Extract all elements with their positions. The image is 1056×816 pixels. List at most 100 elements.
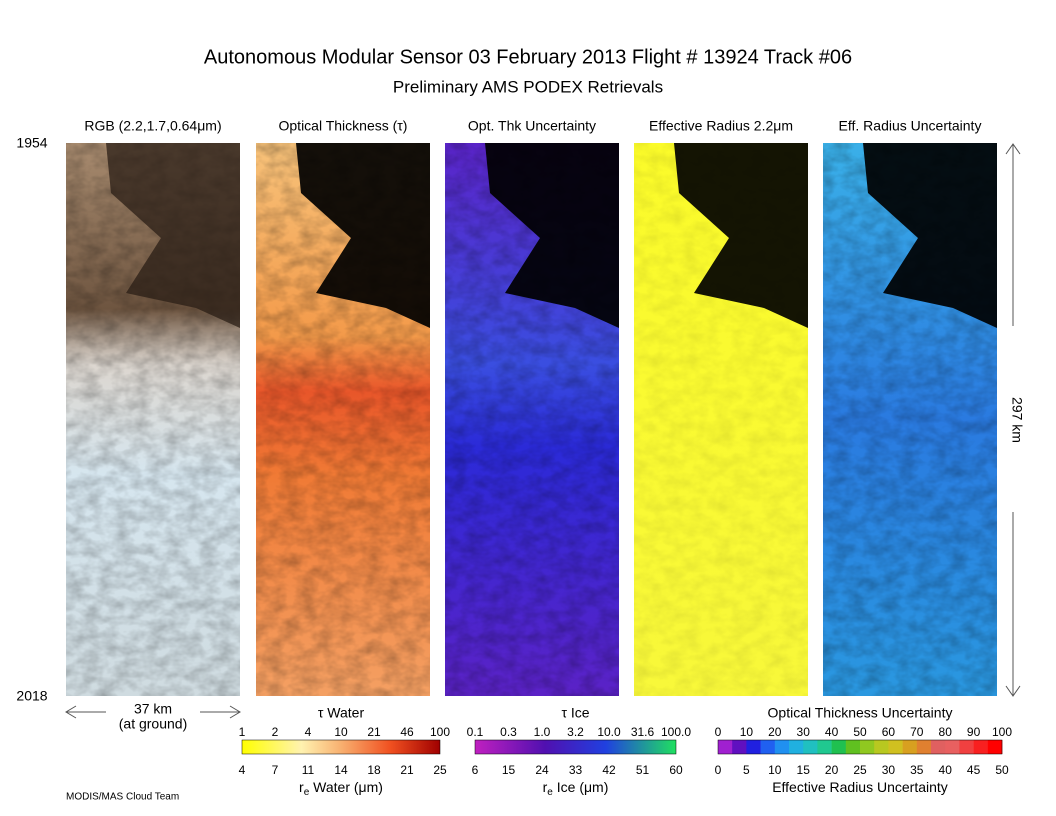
subtitle: Preliminary AMS PODEX Retrievals [393, 77, 663, 96]
colorbar-tick-label: 15 [797, 763, 811, 777]
colorbar-tick-label: 24 [535, 763, 549, 777]
colorbar-tick-label: 31.6 [631, 725, 655, 739]
time-end: 2018 [16, 688, 47, 704]
colorbar-segment [774, 740, 790, 754]
colorbar-tick-label: 51 [636, 763, 650, 777]
clear-region [296, 143, 430, 328]
text: Water (μm) [309, 779, 383, 795]
colorbar-bottom-title: re Ice (μm) [543, 779, 609, 798]
colorbar-tick-label: 25 [433, 763, 447, 777]
swath-arrow [65, 705, 241, 719]
colorbar-tick-label: 21 [367, 725, 381, 739]
colorbar-tick-label: 40 [825, 725, 839, 739]
colorbar-tick-label: 21 [400, 763, 414, 777]
colorbar-tick-label: 10 [740, 725, 754, 739]
colorbar-tick-label: 70 [910, 725, 924, 739]
colorbar-segment [902, 740, 918, 754]
colorbar-tick-label: 4 [305, 725, 312, 739]
colorbar-tick-label: 60 [882, 725, 896, 739]
colorbar-tick-label: 20 [768, 725, 782, 739]
colorbar-segment [746, 740, 761, 754]
credit: MODIS/MAS Cloud Team [66, 792, 179, 803]
colorbar-segment [845, 740, 861, 754]
colorbar-tick-label: 60 [669, 763, 683, 777]
symbol: r [299, 779, 304, 795]
colorbar-tick-label: 90 [967, 725, 981, 739]
colorbar-segment [803, 740, 818, 754]
colorbar-tick-label: 0.3 [500, 725, 517, 739]
colorbar-segment [916, 740, 932, 754]
panel-label: Eff. Radius Uncertainty [839, 118, 982, 134]
colorbar-tick-label: 18 [367, 763, 381, 777]
colorbar-tick-label: 0 [715, 763, 722, 777]
colorbar-segment [789, 740, 804, 754]
colorbar-tick-label: 100 [992, 725, 1012, 739]
colorbar-segment [817, 740, 832, 754]
colorbar-segment [831, 740, 847, 754]
track-arrow [1005, 143, 1021, 697]
colorbar-tick-label: 100.0 [661, 725, 691, 739]
colorbar-tick-label: 7 [272, 763, 279, 777]
colorbar-tick-label: 1.0 [534, 725, 551, 739]
colorbar-tick-label: 30 [797, 725, 811, 739]
colorbar-frame [717, 739, 1003, 755]
colorbar-tick-label: 50 [995, 763, 1009, 777]
colorbar-bottom-title: re Water (μm) [299, 779, 383, 798]
colorbar-segment [959, 740, 974, 754]
colorbar-tick-label: 4 [239, 763, 246, 777]
colorbar-tick-label: 40 [939, 763, 953, 777]
colorbar-top-title: Optical Thickness Uncertainty [768, 705, 953, 721]
colorbar-top-title: τ Ice [561, 705, 589, 721]
colorbar-tick-label: 0.1 [467, 725, 484, 739]
symbol: r [543, 779, 548, 795]
colorbar-tick-label: 35 [910, 763, 924, 777]
clear-region [485, 143, 619, 328]
colorbar-tick-label: 100 [430, 725, 450, 739]
colorbar-tick-label: 30 [882, 763, 896, 777]
panel-label: Optical Thickness (τ) [279, 118, 408, 134]
colorbar-tick-label: 10.0 [597, 725, 621, 739]
colorbar-bottom-title: Effective Radius Uncertainty [772, 779, 948, 795]
colorbar-segment [987, 740, 1003, 754]
panel-label: Opt. Thk Uncertainty [468, 118, 596, 134]
colorbar-tick-label: 5 [743, 763, 750, 777]
time-start: 1954 [16, 135, 47, 151]
colorbar-tick-label: 2 [272, 725, 279, 739]
colorbar-tick-label: 42 [602, 763, 616, 777]
colorbar-tick-label: 80 [939, 725, 953, 739]
colorbar-tick-label: 1 [239, 725, 246, 739]
colorbar-segment [888, 740, 903, 754]
subscript: e [304, 787, 310, 798]
colorbar-tick-label: 14 [334, 763, 348, 777]
swath-note: (at ground) [119, 716, 187, 732]
colorbar-tick-label: 10 [768, 763, 782, 777]
colorbar-segment [973, 740, 989, 754]
panel-label: Effective Radius 2.2μm [649, 118, 793, 134]
colorbar-tick-label: 25 [853, 763, 867, 777]
colorbar-segment [860, 740, 875, 754]
clear-region [863, 143, 997, 328]
colorbar-tick-label: 15 [502, 763, 516, 777]
colorbar-tick-label: 45 [967, 763, 981, 777]
text: Ice (μm) [553, 779, 609, 795]
panel-label: RGB (2.2,1.7,0.64μm) [84, 118, 221, 134]
colorbar-top-title: τ Water [318, 705, 365, 721]
colorbar-segment [945, 740, 960, 754]
colorbar-tick-label: 50 [853, 725, 867, 739]
subscript: e [547, 787, 553, 798]
text: Effective Radius Uncertainty [772, 779, 948, 795]
colorbar-tick-label: 33 [569, 763, 583, 777]
colorbar-segment [874, 740, 889, 754]
colorbar-segment [760, 740, 776, 754]
colorbar-segment [931, 740, 946, 754]
colorbar-tick-label: 20 [825, 763, 839, 777]
colorbar-tick-label: 10 [334, 725, 348, 739]
colorbar-tick-label: 11 [302, 763, 315, 777]
colorbar-segment [718, 740, 733, 754]
track-length: 297 km [1009, 397, 1025, 443]
colorbar [241, 739, 441, 755]
title: Autonomous Modular Sensor 03 February 20… [204, 46, 852, 68]
panels: RGB (2.2,1.7,0.64μm) Optical Thickness (τ… [66, 118, 997, 696]
